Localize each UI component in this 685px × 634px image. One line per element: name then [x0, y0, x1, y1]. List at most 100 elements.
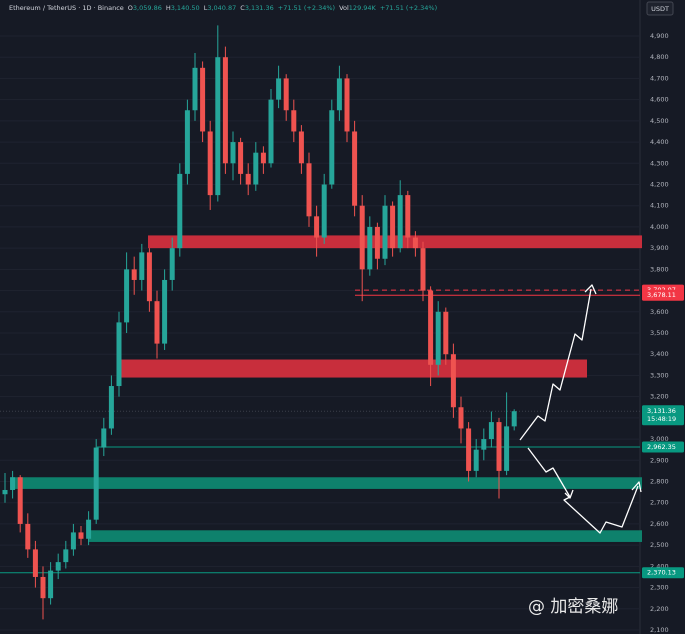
down-arrow	[527, 447, 639, 534]
symbol: Ethereum / TetherUS · 1D · Binance	[9, 4, 124, 12]
candle-body	[32, 549, 38, 577]
candle-body	[131, 269, 137, 280]
candle-body	[86, 519, 92, 539]
y-tick-label: 3,800	[650, 265, 669, 273]
mid-arrowhead	[564, 489, 574, 499]
candle-body	[101, 428, 107, 448]
candle-body	[245, 173, 251, 185]
candle-body	[314, 216, 320, 238]
change: +71.51 (+2.34%)	[278, 4, 335, 12]
candle-body	[177, 173, 183, 249]
y-tick-label: 2,500	[650, 541, 669, 549]
y-tick-label: 3,000	[650, 435, 669, 443]
candle-body	[169, 248, 175, 280]
y-tick-label: 4,600	[650, 96, 669, 104]
candle-body	[2, 489, 8, 495]
currency-box	[646, 1, 674, 16]
y-tick-label: 3,900	[650, 244, 669, 252]
candle-body	[268, 99, 274, 164]
candle-body	[511, 411, 517, 427]
watermark: @ 加密桑娜	[528, 597, 618, 617]
level-label: 3,678.11	[647, 291, 676, 299]
candle-body	[390, 205, 396, 249]
candle-body	[412, 237, 418, 249]
candle-body	[40, 576, 46, 599]
candle-body	[253, 152, 259, 185]
vol-change: +71.51 (+2.34%)	[380, 4, 437, 12]
candle-body	[222, 57, 228, 164]
candle-body	[78, 532, 84, 539]
candle-body	[458, 407, 464, 429]
candle-body	[329, 110, 335, 185]
y-tick-label: 2,800	[650, 478, 669, 486]
y-tick-label: 4,700	[650, 74, 669, 82]
candle-body	[382, 205, 388, 259]
y-tick-label: 3,200	[650, 393, 669, 401]
ohlc-key: H	[166, 4, 171, 12]
y-tick-label: 4,400	[650, 138, 669, 146]
y-tick-label: 3,400	[650, 350, 669, 358]
vol-key: Vol	[339, 4, 349, 12]
candle-body	[215, 57, 221, 196]
candle-body	[283, 78, 289, 111]
candle-body	[336, 78, 342, 111]
candle-body	[207, 131, 213, 196]
y-tick-label: 4,800	[650, 53, 669, 61]
candle-body	[25, 523, 31, 550]
candle-body	[435, 311, 441, 365]
candle-body	[298, 131, 304, 164]
up-arrowhead	[584, 284, 597, 295]
candle-body	[162, 279, 168, 344]
candle-body	[466, 428, 472, 471]
currency: USDT	[651, 5, 669, 13]
candle-body	[291, 110, 297, 132]
y-tick-label: 3,600	[650, 308, 669, 316]
candle-body	[359, 205, 365, 270]
candle-body	[450, 354, 456, 408]
zone	[88, 530, 642, 542]
y-tick-label: 2,600	[650, 520, 669, 528]
price-axis: 2,100 2,200 2,300 2,400 2,500 2,600 2,700 2,800…	[642, 32, 684, 634]
candle-body	[108, 386, 114, 429]
candles	[2, 25, 517, 620]
candle-body	[488, 422, 494, 440]
candle-body	[200, 67, 206, 132]
last-price-box	[642, 405, 684, 426]
candle-body	[260, 152, 266, 164]
candle-body	[321, 184, 327, 238]
y-tick-label: 2,200	[650, 605, 669, 613]
candle-body	[405, 195, 411, 238]
level-label-box	[642, 567, 684, 579]
down-arrowhead	[631, 481, 642, 493]
y-tick-label: 2,300	[650, 584, 669, 592]
candle-body	[17, 477, 23, 524]
level-label-box	[642, 289, 684, 301]
ohlc-value: 3,140.50	[171, 4, 200, 12]
y-tick-label: 4,500	[650, 117, 669, 125]
ohlc-key: C	[240, 4, 245, 12]
zone	[10, 477, 642, 489]
ohlc-key: L	[204, 4, 208, 12]
candle-body	[116, 322, 122, 387]
candle-body	[70, 532, 76, 550]
candle-body	[48, 570, 54, 599]
header-line: Ethereum / TetherUS · 1D · Binance O3,059…	[9, 4, 437, 12]
y-tick-label: 2,700	[650, 499, 669, 507]
candle-body	[374, 226, 380, 259]
ohlc-value: 3,040.87	[207, 4, 236, 12]
countdown: 15:48:19	[647, 415, 676, 423]
zone	[117, 359, 587, 378]
candle-body	[352, 131, 358, 206]
candle-body	[397, 195, 403, 249]
y-tick-label: 2,100	[650, 626, 669, 634]
candle-body	[55, 562, 61, 571]
y-tick-label: 2,400	[650, 562, 669, 570]
ohlc-key: O	[128, 4, 133, 12]
last-price-label: 3,131.36	[647, 407, 676, 415]
candle-body	[139, 252, 145, 280]
up-arrow	[519, 288, 592, 441]
candle-body	[306, 163, 312, 217]
candle-body	[428, 290, 434, 365]
y-tick-label: 4,300	[650, 159, 669, 167]
